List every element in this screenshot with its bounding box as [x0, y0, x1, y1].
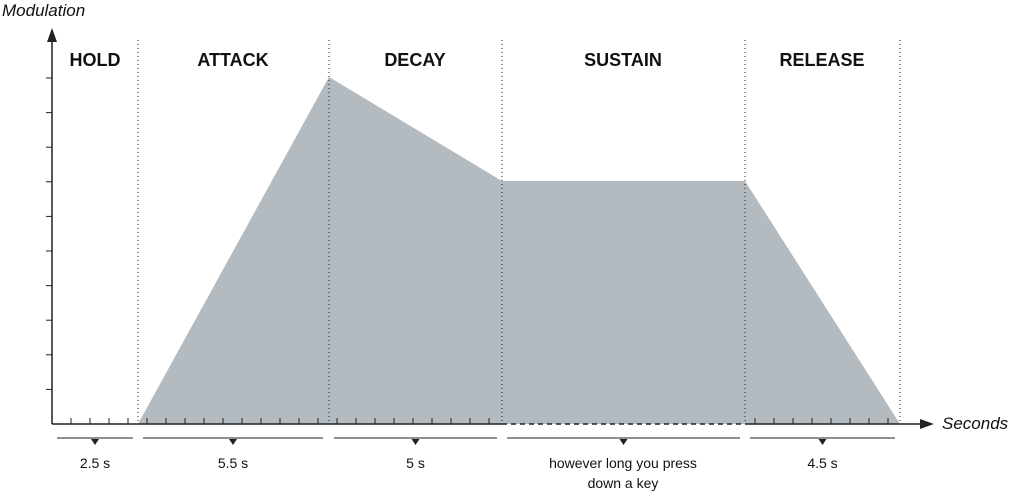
phase-name: DECAY	[384, 50, 445, 70]
duration: 4.5 s	[807, 455, 838, 471]
phase-dividers	[137, 40, 901, 424]
bracket-marker	[818, 439, 827, 445]
ticks	[46, 77, 889, 424]
duration: 5.5 s	[217, 455, 249, 471]
envelope	[138, 77, 900, 424]
y-arrow	[47, 28, 57, 42]
bracket-marker	[619, 439, 628, 445]
duration: however long you press down a key	[549, 455, 697, 491]
duration: 2.5 s	[79, 455, 111, 471]
phase-name: ATTACK	[197, 50, 268, 70]
phase-name: HOLD	[70, 50, 121, 70]
duration: 5 s	[406, 455, 425, 471]
x-arrow	[920, 419, 934, 429]
phase-name: SUSTAIN	[584, 50, 662, 70]
bracket-marker	[91, 439, 99, 445]
bracket-marker	[411, 439, 420, 445]
bracket-marker	[229, 439, 237, 445]
x-axis-label: Seconds	[942, 414, 1009, 433]
y-axis-label: Modulation	[2, 1, 86, 20]
duration-brackets	[57, 437, 895, 445]
phase-name: RELEASE	[779, 50, 864, 70]
